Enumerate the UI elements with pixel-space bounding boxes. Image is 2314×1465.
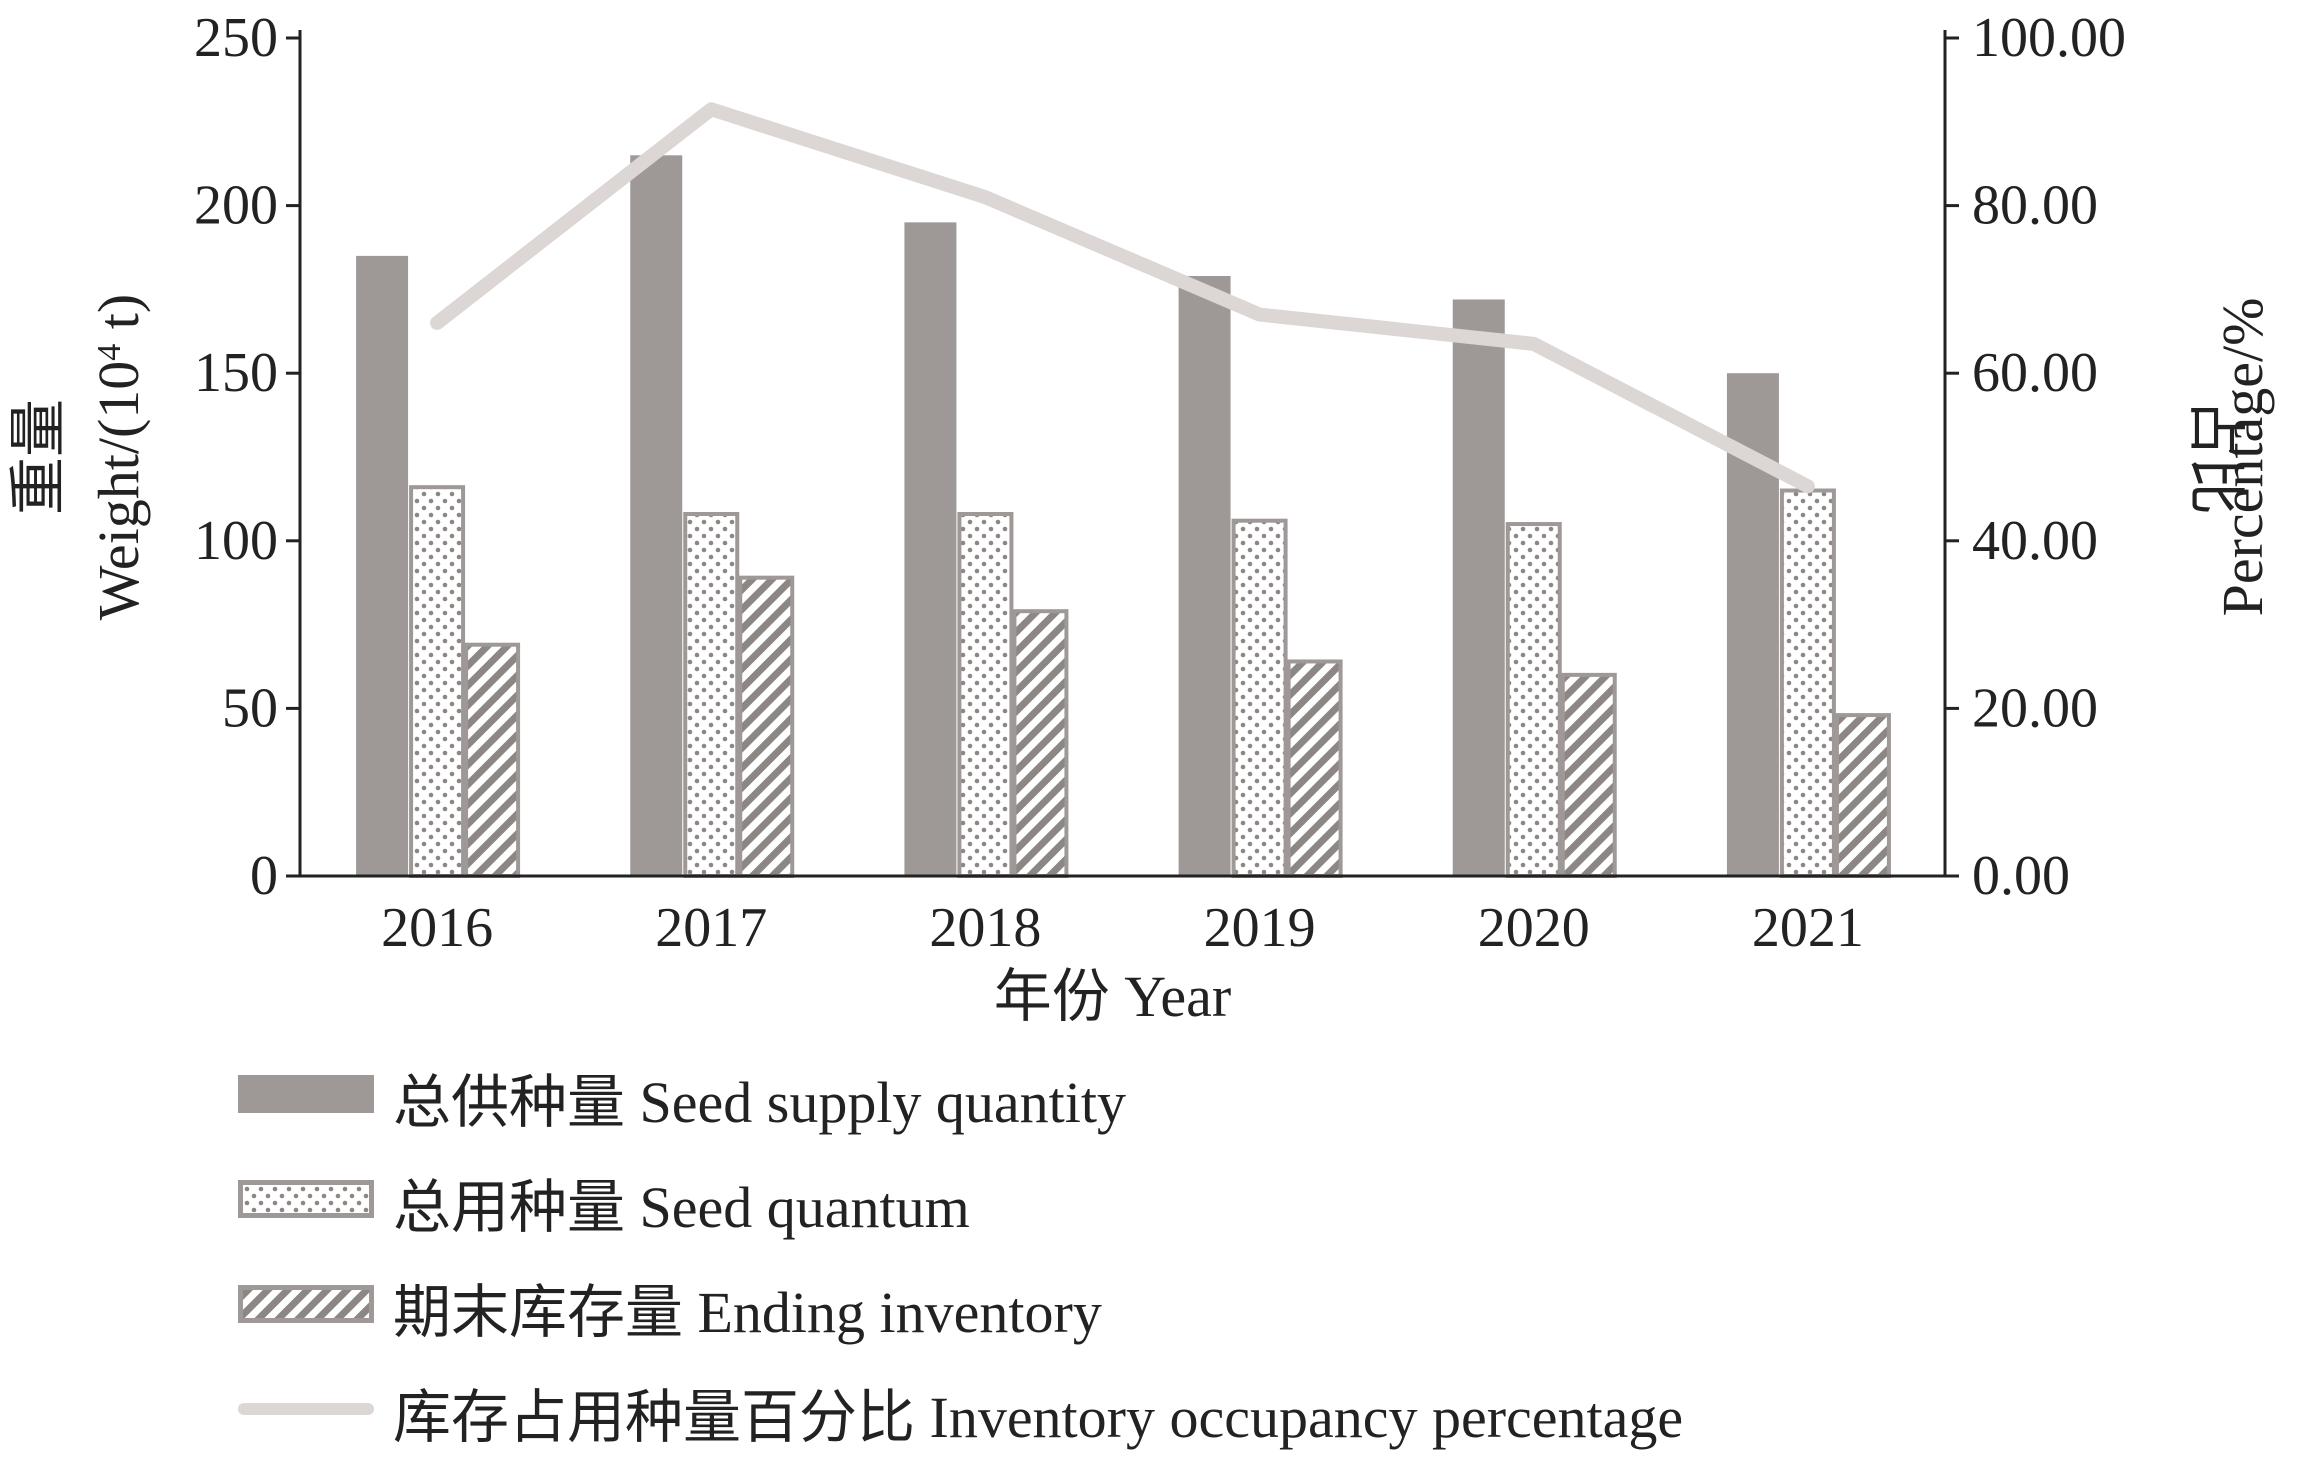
bar-ending-2020	[1560, 672, 1617, 878]
percentage-point-2020	[1533, 343, 1535, 345]
y-tick-200: 200	[194, 175, 278, 237]
bar-quantum-2017	[683, 511, 740, 878]
bar-quantum-2020	[1505, 522, 1562, 878]
y-tick-50: 50	[222, 677, 278, 739]
percentage-point-2018	[984, 196, 986, 198]
x-tick-2020: 2020	[1478, 897, 1590, 959]
x-tick-2017: 2017	[655, 897, 767, 959]
y-axis-title-cn: 重量	[6, 399, 71, 515]
x-tick-2019: 2019	[1204, 897, 1316, 959]
bar-ending-2021	[1834, 713, 1891, 878]
y2-tick-60.00: 60.00	[1972, 342, 2098, 404]
legend-label-supply: 总供种量 Seed supply quantity	[393, 1070, 1127, 1135]
percentage-point-2016	[436, 322, 438, 324]
bar-supply-2019	[1178, 275, 1231, 876]
legend-swatch-ending	[238, 1285, 374, 1323]
legend-swatch-percentage	[238, 1403, 374, 1415]
y-tick-100: 100	[194, 510, 278, 572]
bar-ending-2016	[464, 642, 521, 878]
bar-ending-2017	[738, 575, 795, 878]
bar-quantum-2019	[1231, 518, 1288, 878]
y-tick-0: 0	[250, 845, 278, 907]
percentage-point-2017	[710, 108, 712, 110]
legend-label-quantum: 总用种量 Seed quantum	[393, 1175, 970, 1240]
bar-quantum-2018	[957, 511, 1014, 878]
legend-swatch-supply	[238, 1075, 374, 1113]
y2-tick-0.00: 0.00	[1972, 845, 2070, 907]
bar-supply-2017	[630, 155, 683, 876]
y2-tick-20.00: 20.00	[1972, 677, 2098, 739]
y-tick-250: 250	[194, 7, 278, 69]
y-tick-150: 150	[194, 342, 278, 404]
legend-label-percentage: 库存占用种量百分比 Inventory occupancy percentage	[393, 1385, 1684, 1450]
x-tick-2021: 2021	[1752, 897, 1864, 959]
percentage-point-2019	[1259, 314, 1261, 316]
bar-quantum-2016	[409, 485, 466, 878]
x-tick-2018: 2018	[929, 897, 1041, 959]
bar-quantum-2021	[1779, 488, 1836, 878]
y2-tick-40.00: 40.00	[1972, 510, 2098, 572]
y2-tick-80.00: 80.00	[1972, 175, 2098, 237]
x-tick-2016: 2016	[381, 897, 493, 959]
bar-supply-2016	[356, 255, 409, 876]
percentage-line	[430, 102, 1815, 494]
y2-axis-title-cn: 占比	[2183, 399, 2248, 515]
percentage-point-2021	[1807, 485, 1809, 487]
bar-ending-2019	[1286, 659, 1343, 878]
bar-supply-2018	[904, 222, 957, 877]
y-axis-title-en: Weight/(104 t)	[86, 294, 151, 620]
chart: 2016 2017 2018 2019 2020 2021 0 50 100 150 200 250 0…	[6, 7, 2275, 1029]
y2-axis-title-en: Percentage/%	[2210, 298, 2275, 617]
bar-supply-2020	[1452, 299, 1505, 876]
legend-swatch-quantum	[238, 1180, 374, 1218]
x-axis-title: 年份 Year	[994, 964, 1231, 1029]
y2-tick-100.00: 100.00	[1972, 7, 2126, 69]
bar-ending-2018	[1012, 609, 1069, 879]
legend-label-ending: 期末库存量 Ending inventory	[393, 1280, 1102, 1345]
